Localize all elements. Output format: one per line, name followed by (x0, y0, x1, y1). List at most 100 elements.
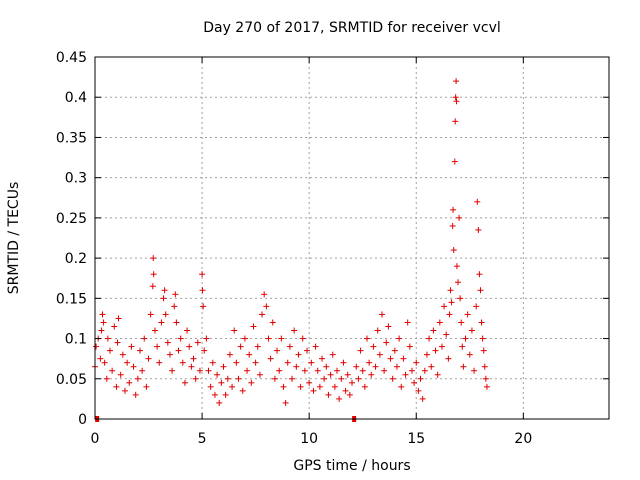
data-point (229, 383, 236, 390)
data-point (291, 327, 298, 334)
x-axis-label: GPS time / hours (293, 458, 410, 474)
data-point (99, 311, 106, 318)
data-point (254, 343, 261, 350)
data-point (447, 287, 454, 294)
data-point (104, 335, 111, 342)
data-point (368, 371, 375, 378)
data-point (186, 343, 193, 350)
data-point (357, 347, 364, 354)
data-point (460, 363, 467, 370)
data-point (391, 347, 398, 354)
data-point (400, 355, 407, 362)
data-point (205, 367, 212, 374)
data-point (114, 339, 121, 346)
data-point (344, 371, 351, 378)
data-point (259, 311, 266, 318)
data-point (434, 371, 441, 378)
data-point (366, 359, 373, 366)
data-point (231, 327, 238, 334)
data-point (453, 98, 460, 105)
data-point (162, 311, 169, 318)
data-point (124, 359, 131, 366)
data-point (319, 355, 326, 362)
data-point (476, 271, 483, 278)
data-point (456, 214, 463, 221)
x-tick-label: 5 (198, 431, 207, 447)
data-point (376, 351, 383, 358)
data-point (483, 383, 490, 390)
data-point (220, 363, 227, 370)
data-point (413, 359, 420, 366)
data-point (121, 387, 128, 394)
data-point (306, 379, 313, 386)
data-point (387, 355, 394, 362)
data-point (269, 319, 276, 326)
x-tick-label: 0 (91, 431, 100, 447)
data-point (455, 279, 462, 286)
data-point (177, 335, 184, 342)
data-point (113, 383, 120, 390)
data-point (453, 263, 460, 270)
data-point (293, 363, 300, 370)
x-tick-label: 10 (300, 431, 318, 447)
data-point (158, 319, 165, 326)
data-point (295, 351, 302, 358)
data-point (396, 335, 403, 342)
data-point (310, 387, 317, 394)
data-point (109, 367, 116, 374)
data-point (194, 339, 201, 346)
data-point (128, 343, 135, 350)
data-point (346, 391, 353, 398)
data-point (192, 375, 199, 382)
data-point (430, 327, 437, 334)
data-point (199, 271, 206, 278)
data-point (139, 367, 146, 374)
data-point (370, 343, 377, 350)
data-point (381, 367, 388, 374)
data-point (93, 343, 100, 350)
data-point (464, 311, 471, 318)
data-point (349, 379, 355, 386)
data-point (359, 367, 366, 374)
x-tick-label: 15 (407, 431, 425, 447)
data-point (209, 359, 216, 366)
data-point (161, 287, 168, 294)
data-point (423, 351, 430, 358)
data-point (237, 343, 244, 350)
data-point (203, 335, 210, 342)
data-point (480, 347, 487, 354)
data-point (479, 335, 486, 342)
data-point (471, 367, 478, 374)
data-point (446, 311, 453, 318)
y-tick-labels: 0 0.05 0.1 0.15 0.2 0.25 0.3 0.35 0.4 0.45 (56, 50, 87, 428)
y-tick-label: 0.4 (65, 90, 87, 106)
y-tick-label: 0.3 (65, 171, 87, 187)
data-point (372, 363, 379, 370)
data-point (393, 363, 400, 370)
data-point (321, 375, 328, 382)
data-point (261, 291, 268, 298)
data-point (336, 395, 343, 402)
data-point (222, 391, 229, 398)
data-point (411, 379, 418, 386)
data-point (145, 355, 152, 362)
data-point (252, 359, 259, 366)
data-point (428, 363, 435, 370)
data-point (265, 335, 272, 342)
data-point (284, 359, 291, 366)
data-point (154, 343, 161, 350)
data-point (147, 311, 154, 318)
y-tick-label: 0.25 (56, 211, 87, 227)
data-point (453, 78, 460, 85)
data-point (474, 198, 481, 205)
data-point (452, 94, 459, 101)
data-point (97, 355, 104, 362)
data-point (457, 295, 464, 302)
data-point (166, 351, 173, 358)
data-point (441, 303, 448, 310)
data-point (468, 327, 475, 334)
data-point (383, 339, 390, 346)
data-point (134, 375, 141, 382)
data-point (241, 335, 248, 342)
